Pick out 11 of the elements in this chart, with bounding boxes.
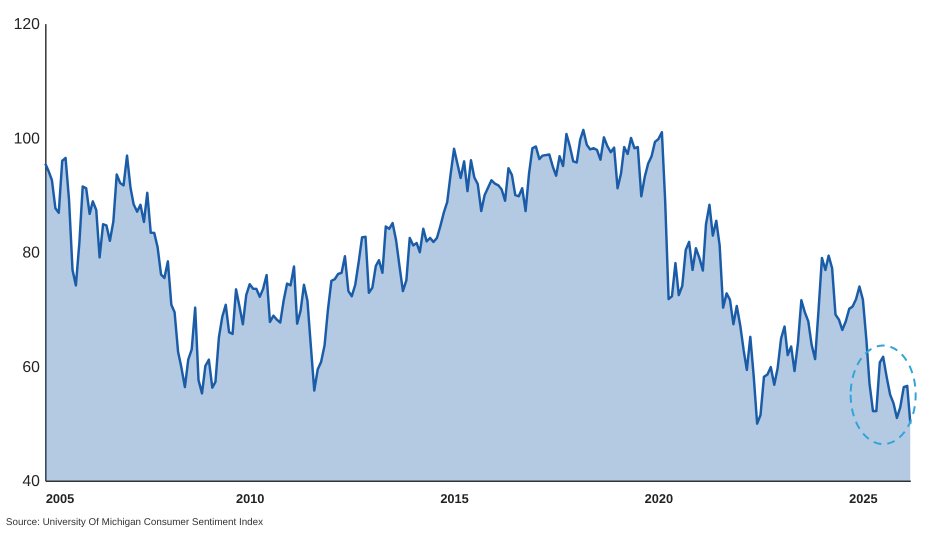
source-note: Source: University Of Michigan Consumer Sentiment Index xyxy=(6,517,264,528)
y-tick-label: 100 xyxy=(14,130,40,148)
y-tick-label: 60 xyxy=(22,358,40,376)
x-tick-label: 2015 xyxy=(440,490,469,506)
y-tick-label: 40 xyxy=(22,473,40,490)
y-tick-label: 80 xyxy=(22,244,40,262)
x-tick-label: 2020 xyxy=(644,490,674,506)
y-tick-label: 120 xyxy=(14,16,40,34)
x-tick-label: 2010 xyxy=(236,490,264,506)
x-tick-label: 2025 xyxy=(849,490,878,506)
x-tick-label: 2005 xyxy=(46,490,74,506)
